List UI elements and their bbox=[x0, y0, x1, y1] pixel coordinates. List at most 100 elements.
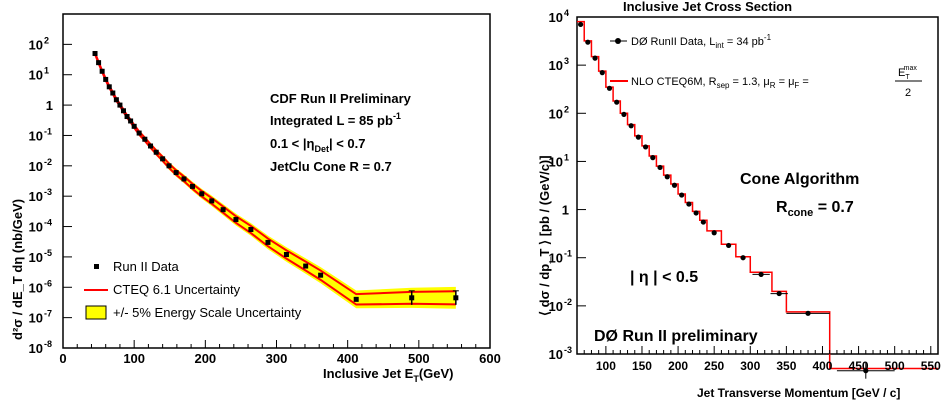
right-ytick-label: 10 bbox=[549, 154, 563, 169]
right-legend-label-data: DØ RunII Data, Lint = 34 pb-1 bbox=[631, 33, 772, 50]
left-data-point bbox=[128, 118, 134, 124]
left-xaxis-title: Inclusive Jet ET(GeV) bbox=[323, 366, 454, 384]
right-xtick-label: 100 bbox=[596, 359, 616, 373]
left-ytick-label: 10 bbox=[29, 159, 43, 174]
left-ytick-exponent: -2 bbox=[44, 157, 52, 167]
left-data-point bbox=[353, 296, 359, 302]
right-legend-label-nlo: NLO CTEQ6M, Rsep = 1.3, μR = μF = bbox=[631, 76, 809, 90]
right-annot-prelim: DØ Run II preliminary bbox=[594, 328, 758, 345]
left-ytick-exponent: -5 bbox=[44, 248, 52, 258]
left-ytick-exponent: -3 bbox=[44, 187, 52, 197]
left-xtick-label: 600 bbox=[479, 351, 501, 366]
left-ytick-label: 10 bbox=[29, 280, 43, 295]
right-yaxis-title: ⟨ dσ / dp_T ⟩ [pb / (GeV/c)] bbox=[537, 155, 552, 316]
right-xtick-label: 150 bbox=[632, 359, 652, 373]
right-xtick-label: 200 bbox=[668, 359, 688, 373]
left-ytick-label: 10 bbox=[29, 341, 43, 356]
right-plot-frame bbox=[576, 16, 939, 355]
left-legend-marker-data bbox=[94, 264, 99, 269]
left-ytick-label: 10 bbox=[29, 311, 43, 326]
left-ytick-label: 10 bbox=[29, 250, 43, 265]
right-xtick-label: 250 bbox=[704, 359, 724, 373]
left-data-point bbox=[110, 90, 116, 96]
right-xtick-label: 400 bbox=[812, 359, 832, 373]
right-data-point bbox=[599, 70, 605, 76]
left-data-point bbox=[160, 156, 166, 162]
left-data-point bbox=[131, 123, 137, 129]
left-yaxis-title: d²σ / dE_T dη (nb/GeV) bbox=[10, 199, 25, 340]
right-ytick-exponent: 1 bbox=[564, 152, 569, 162]
left-data-point bbox=[181, 176, 187, 182]
right-chart-title: Inclusive Jet Cross Section bbox=[623, 0, 792, 14]
right-legend-frac-den: 2 bbox=[905, 87, 911, 99]
right-data-point bbox=[671, 182, 678, 188]
left-ytick-exponent: -6 bbox=[44, 278, 52, 288]
right-annot-eta: | η | < 0.5 bbox=[630, 269, 698, 286]
left-data-point bbox=[103, 76, 109, 82]
left-data-point bbox=[173, 170, 179, 176]
left-annot-cone: JetClu Cone R = 0.7 bbox=[270, 159, 392, 174]
right-data-point bbox=[657, 164, 663, 171]
right-data-point bbox=[726, 242, 732, 249]
right-ytick-label: 10 bbox=[549, 106, 563, 121]
left-legend-label-cteq: CTEQ 6.1 Uncertainty bbox=[113, 282, 241, 297]
right-ytick-label: 10 bbox=[549, 10, 563, 25]
right-ytick-label: 1 bbox=[562, 203, 569, 218]
right-data-point bbox=[758, 271, 764, 278]
left-data-point bbox=[92, 51, 98, 57]
left-data-point bbox=[106, 84, 112, 90]
right-xtick-label: 350 bbox=[776, 359, 796, 373]
right-data-point bbox=[805, 310, 811, 316]
left-ytick-exponent: -1 bbox=[44, 126, 52, 136]
left-ytick-exponent: 2 bbox=[44, 35, 49, 45]
left-ytick-label: 10 bbox=[29, 37, 43, 52]
left-data-point bbox=[233, 217, 239, 223]
right-data-point bbox=[585, 39, 591, 45]
right-ytick-exponent: -3 bbox=[564, 345, 572, 355]
left-data-point bbox=[220, 207, 226, 213]
right-data-point bbox=[578, 21, 584, 28]
right-ytick-exponent: 4 bbox=[564, 8, 569, 18]
right-ytick-label: 10 bbox=[549, 58, 563, 73]
left-ytick-label: 1 bbox=[46, 98, 53, 113]
right-marks bbox=[577, 20, 938, 379]
left-data-point bbox=[283, 252, 289, 258]
right-ytick-label: 10 bbox=[549, 251, 563, 266]
left-data-point bbox=[248, 226, 254, 232]
left-ytick-label: 10 bbox=[29, 189, 43, 204]
left-legend: Run II Data CTEQ 6.1 Uncertainty +/- 5% … bbox=[84, 259, 302, 320]
right-ytick-exponent: 2 bbox=[564, 104, 569, 114]
right-data-point bbox=[740, 255, 746, 261]
left-ytick-label: 10 bbox=[29, 68, 43, 83]
left-ytick-label: 10 bbox=[29, 220, 43, 235]
right-data-point bbox=[621, 111, 627, 117]
left-data-point bbox=[190, 183, 196, 189]
left-data-point bbox=[120, 108, 126, 114]
left-data-point bbox=[166, 163, 172, 169]
right-legend-frac-num: ETmax bbox=[898, 65, 917, 81]
right-data-point bbox=[614, 99, 620, 105]
left-data-point bbox=[209, 198, 215, 204]
right-xtick-label: 300 bbox=[740, 359, 760, 373]
left-ytick-exponent: -4 bbox=[44, 218, 52, 228]
right-data-point bbox=[711, 230, 717, 236]
right-data-point bbox=[686, 201, 692, 207]
left-data-point bbox=[303, 263, 309, 269]
left-data-point bbox=[409, 295, 415, 301]
left-legend-label-data: Run II Data bbox=[113, 259, 180, 274]
right-data-point bbox=[606, 85, 613, 91]
right-data-point bbox=[693, 210, 699, 216]
left-marks bbox=[92, 51, 459, 309]
right-xtick-label: 550 bbox=[921, 359, 941, 373]
left-annot-title: CDF Run II Preliminary bbox=[270, 91, 412, 106]
right-data-point bbox=[650, 155, 656, 161]
right-annot-cone: Cone Algorithm bbox=[740, 171, 859, 188]
left-ytick-label: 10 bbox=[29, 128, 43, 143]
right-data-point bbox=[592, 55, 598, 61]
left-data-point bbox=[199, 191, 205, 197]
right-xtick-label: 500 bbox=[885, 359, 905, 373]
left-ytick-exponent: 1 bbox=[44, 66, 49, 76]
